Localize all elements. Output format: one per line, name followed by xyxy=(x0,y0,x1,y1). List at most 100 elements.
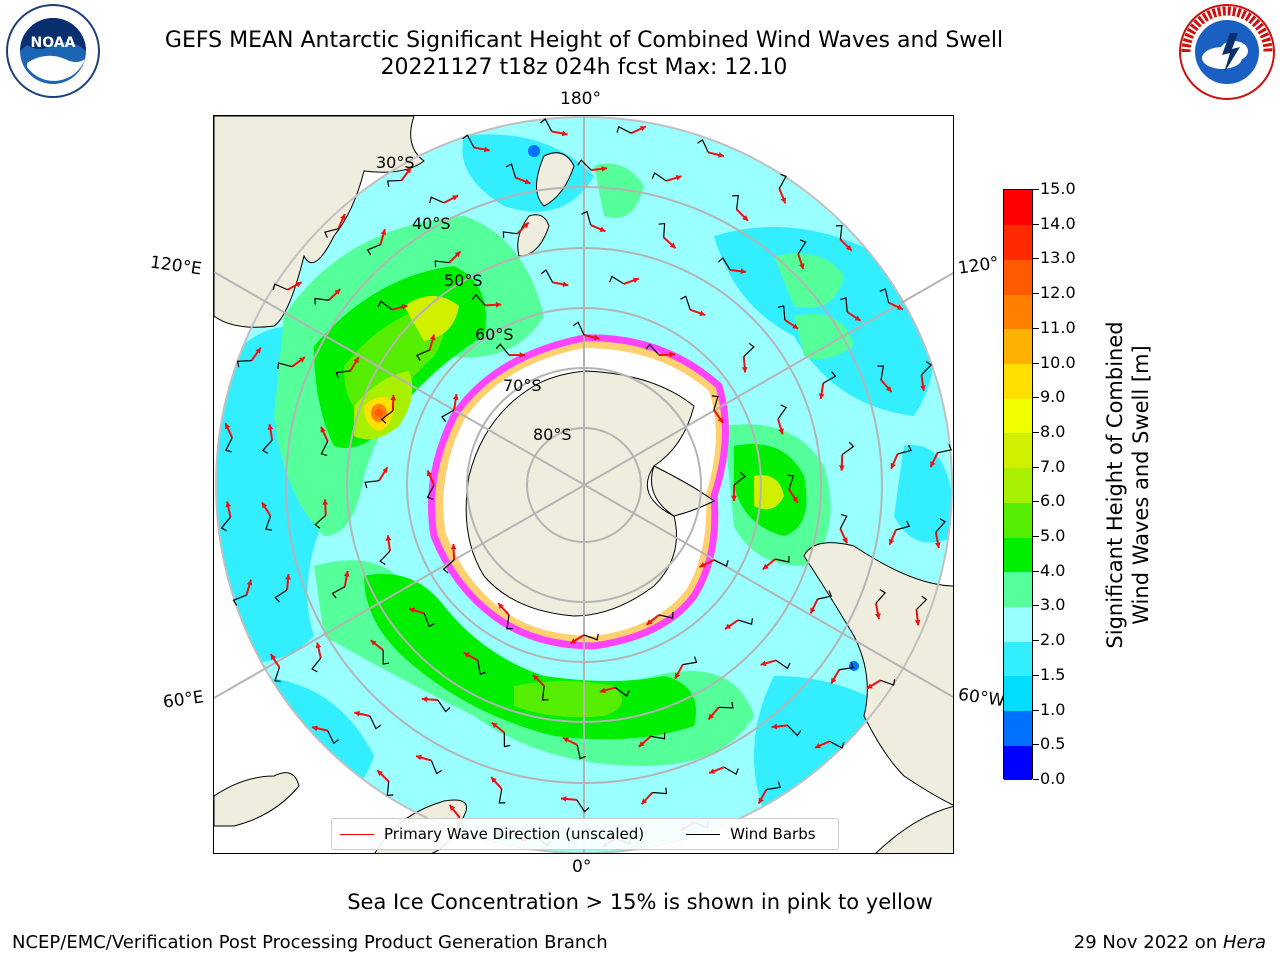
wave-arrow-head xyxy=(267,424,274,430)
wind-barb xyxy=(609,275,625,285)
wind-barb xyxy=(723,766,739,776)
wave-arrow-head xyxy=(452,394,459,400)
colorbar-segment xyxy=(1004,467,1032,503)
colorbar-tick-mark xyxy=(1033,501,1039,503)
colorbar-tick-label: 12.0 xyxy=(1040,283,1076,303)
wave-arrow-head xyxy=(792,496,798,503)
wind-barb xyxy=(380,410,394,424)
colorbar-segment xyxy=(1004,502,1032,538)
colorbar-tick-mark xyxy=(1033,431,1039,433)
wave-arrow-head xyxy=(382,467,388,474)
antarctic-continent xyxy=(465,370,695,617)
wave-arrow-head xyxy=(599,687,606,694)
colorbar-tick-mark xyxy=(1033,189,1039,190)
colorbar-segment xyxy=(1004,606,1032,642)
wave-arrow-head xyxy=(270,654,276,660)
wind-barb xyxy=(839,661,854,671)
wave-arrow-head xyxy=(854,315,861,321)
wind-barb xyxy=(274,667,282,683)
wind-barb xyxy=(430,760,443,775)
wind-barb xyxy=(817,590,833,600)
wave-arrow-head xyxy=(699,562,706,568)
colorbar-tick-label: 4.0 xyxy=(1040,560,1066,580)
wave-arrow-head xyxy=(246,579,253,586)
colorbar-tick-mark xyxy=(1033,223,1039,225)
chart-title-line1: GEFS MEAN Antarctic Significant Height o… xyxy=(164,28,1004,53)
colorbar-segment xyxy=(1004,398,1032,434)
wind-barb xyxy=(415,349,430,361)
wave-arrow-head xyxy=(484,146,490,153)
wind-barb xyxy=(442,559,455,574)
wave-arrow-head xyxy=(718,152,724,158)
map-panel xyxy=(213,115,954,854)
wind-barb xyxy=(540,118,553,132)
wind-barb xyxy=(937,444,953,454)
wind-barb xyxy=(498,788,506,804)
continents xyxy=(214,116,953,853)
wave-arrow-head xyxy=(758,797,764,804)
wind-barb xyxy=(441,409,455,422)
wind-barb xyxy=(382,650,390,665)
wind-barb xyxy=(581,210,592,226)
colorbar-segment xyxy=(1004,224,1032,260)
wind-barb xyxy=(777,305,786,320)
wave-arrow-head xyxy=(452,195,459,201)
lon-label-0: 0° xyxy=(572,857,592,877)
wind-barb xyxy=(841,441,855,456)
wind-barb xyxy=(576,744,586,760)
wave-arrow-head xyxy=(491,722,498,729)
lat-label-60s: 60°S xyxy=(475,325,514,344)
wave-arrow-head xyxy=(408,607,415,613)
wind-barb xyxy=(921,360,933,376)
colorbar-tick-label: 15.0 xyxy=(1040,179,1076,198)
chart-title-line2: 20221127 t18z 024h fcst Max: 12.10 xyxy=(380,55,788,80)
wave-arrow-head xyxy=(380,229,387,236)
wave-arrow-head xyxy=(875,613,881,620)
wave-arrow-head xyxy=(675,175,682,181)
wave-arrow-head xyxy=(831,677,837,684)
wind-barb xyxy=(822,371,837,384)
colorbar-tick-mark xyxy=(1033,779,1039,780)
wind-barb xyxy=(880,679,896,686)
legend-black-line-icon xyxy=(686,833,721,835)
legend-red-line-icon xyxy=(340,833,374,835)
wind-barb xyxy=(324,228,339,238)
wave-arrow-head xyxy=(377,770,384,777)
wind-barb xyxy=(327,730,340,745)
wave-arrow-head xyxy=(225,501,232,508)
wind-barb xyxy=(540,269,554,283)
colorbar-tick-label: 0.0 xyxy=(1040,769,1066,788)
wave-arrow-head xyxy=(717,417,724,424)
wind-barb xyxy=(775,555,790,563)
wave-arrow-head xyxy=(646,619,653,625)
wave-arrow-head xyxy=(866,683,873,689)
wind-barb xyxy=(897,444,912,455)
wave-arrow-head xyxy=(771,723,778,730)
wind-barb xyxy=(615,687,630,697)
footer-branch: NCEP/EMC/Verification Post Processing Pr… xyxy=(12,932,608,953)
colorbar-segment xyxy=(1004,675,1032,712)
colorbar-tick-mark xyxy=(1033,674,1039,676)
wind-barb xyxy=(743,342,755,357)
colorbar-tick-label: 8.0 xyxy=(1040,421,1066,441)
colorbar-segment xyxy=(1004,190,1032,226)
wave-arrow-head xyxy=(699,310,706,317)
wind-barb xyxy=(320,441,329,457)
wave-arrow-head xyxy=(405,167,412,174)
wave-arrow-head xyxy=(390,394,397,401)
wind-barb xyxy=(778,173,787,189)
wind-barb xyxy=(738,618,753,626)
wave-arrow-head xyxy=(599,226,606,232)
wind-barb xyxy=(697,138,709,153)
colorbar-segment xyxy=(1004,537,1032,573)
colorbar-tick-label: 5.0 xyxy=(1040,526,1066,546)
wave-arrow-head xyxy=(495,301,502,308)
wave-arrow-head xyxy=(762,563,769,570)
wind-barb xyxy=(718,701,734,709)
wave-arrow-head xyxy=(454,251,461,258)
colorbar-tick-label: 9.0 xyxy=(1040,387,1066,407)
nws-logo-icon xyxy=(1179,4,1275,100)
colorbar-tick-mark xyxy=(1033,327,1039,329)
graticule xyxy=(214,116,953,853)
colorbar xyxy=(1003,189,1033,781)
